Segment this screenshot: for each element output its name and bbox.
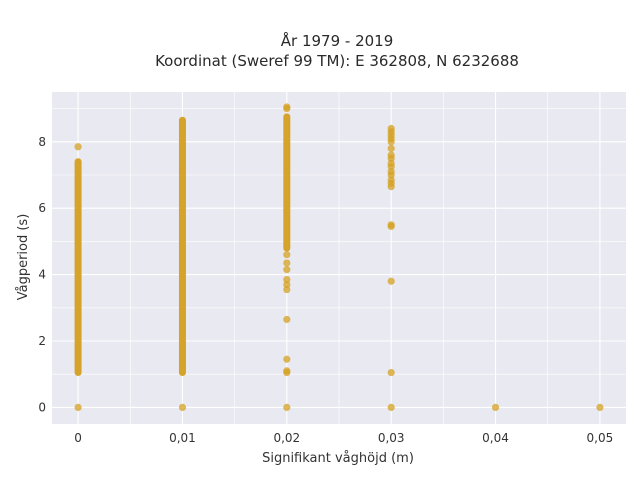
data-point (596, 403, 604, 411)
data-point (387, 144, 395, 153)
x-tick-label: 0 (74, 431, 82, 445)
data-point (387, 151, 395, 159)
data-point (283, 315, 291, 324)
chart-title-line-2: Koordinat (Sweref 99 TM): E 362808, N 62… (155, 52, 519, 70)
data-point (387, 221, 395, 229)
data-point (491, 403, 500, 411)
y-tick-label: 0 (38, 400, 46, 414)
chart-title-line-1: År 1979 - 2019 (281, 31, 394, 50)
x-tick-labels: 0 0,01 0,02 0,03 0,04 0,05 (74, 431, 613, 445)
data-point (283, 266, 291, 274)
data-point (283, 275, 291, 284)
data-point (283, 355, 291, 363)
data-point (283, 259, 291, 267)
data-point (74, 403, 82, 411)
data-points (74, 103, 604, 411)
x-axis-label: Signifikant våghöjd (m) (262, 451, 414, 466)
x-tick-label: 0,03 (378, 431, 405, 445)
data-point (387, 176, 395, 184)
data-point (283, 403, 291, 411)
data-point (283, 285, 291, 294)
data-point (74, 143, 82, 151)
x-tick-label: 0,02 (273, 431, 300, 445)
data-point (387, 368, 395, 377)
y-tick-label: 8 (38, 135, 46, 149)
x-tick-label: 0,05 (587, 431, 614, 445)
data-point (387, 277, 395, 285)
y-tick-labels: 0 2 4 6 8 (38, 135, 46, 415)
data-point (283, 251, 291, 259)
data-point (387, 403, 395, 411)
data-point (283, 103, 291, 111)
data-point (283, 367, 291, 375)
y-tick-label: 2 (38, 334, 46, 348)
y-tick-label: 4 (38, 268, 46, 282)
data-point (283, 280, 291, 289)
grid-lines (52, 92, 626, 424)
data-point (178, 403, 187, 411)
data-point (387, 159, 395, 167)
data-point (387, 168, 395, 176)
data-point (387, 124, 395, 133)
x-tick-label: 0,01 (169, 431, 196, 445)
dense-point-columns (74, 113, 291, 377)
y-axis-label: Vågperiod (s) (16, 214, 31, 301)
y-tick-label: 6 (38, 201, 46, 215)
x-tick-label: 0,04 (482, 431, 509, 445)
